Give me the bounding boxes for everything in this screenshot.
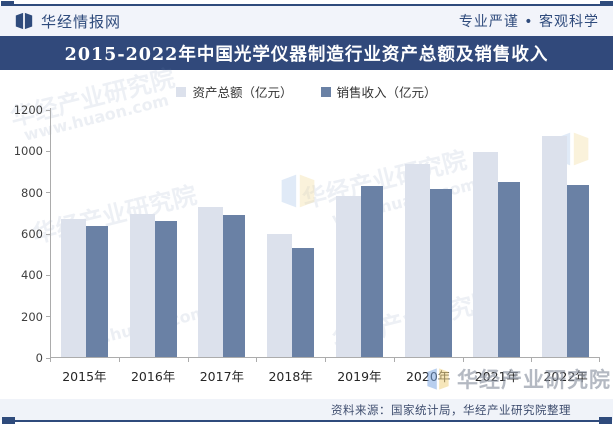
bar-group-2019年 [325,109,394,357]
frame-corner-top-left [1,1,14,8]
bar-group-2021年 [463,109,532,357]
bar-assets-2018年 [267,233,293,357]
bar-revenue-2015年 [85,226,108,357]
bar-assets-2016年 [129,213,155,357]
page-title: 2015-2022年中国光学仪器制造行业资产总额及销售收入 [64,44,549,65]
bar-revenue-2016年 [154,220,177,357]
huajing-logo-icon [15,12,33,30]
x-axis-tick [256,358,258,362]
legend-item-0: 资产总额（亿元） [176,82,293,101]
y-axis-tick [46,357,50,359]
legend-label: 资产总额（亿元） [192,85,293,100]
x-axis-tick [325,358,326,362]
frame-line-bottom [6,420,607,422]
legend-item-1: 销售收入（亿元） [320,82,437,101]
y-axis [50,108,51,358]
header-bar: 华经情报网 专业严谨 • 客观科学 [0,6,613,36]
legend-swatch-icon [176,86,187,97]
title-banner: 2015-2022年中国光学仪器制造行业资产总额及销售收入 [0,36,613,70]
bar-group-2022年 [531,109,600,357]
y-axis-tick [46,233,50,235]
bar-group-2015年 [50,109,119,357]
x-axis-tick [50,358,51,362]
x-axis-label-2017年: 2017年 [199,369,245,384]
y-axis-tick [46,150,50,152]
x-axis-label-2021年: 2021年 [474,369,520,384]
frame-line-top [6,4,607,6]
bar-revenue-2019年 [360,185,383,357]
x-axis-label-2022年: 2022年 [543,369,588,384]
y-axis-label: 600 [21,227,43,241]
data-source: 资料来源：国家统计局，华经产业研究院整理 [331,402,571,417]
x-axis-tick [393,358,395,362]
y-axis-label: 200 [21,309,43,324]
frame-corner-bottom-left [2,417,15,424]
frame-corner-top-right [600,1,613,8]
header-tagline: 专业严谨 • 客观科学 [458,14,599,30]
x-axis-tick [187,358,189,362]
bar-assets-2020年 [404,163,430,357]
bar-revenue-2018年 [292,247,315,357]
bar-revenue-2021年 [498,181,521,357]
y-axis-tick [46,109,50,111]
plot-area: 0 200 400 600 800 1000 1200 2015年 2016年 2017年 2018… [14,103,600,384]
y-axis-label: 1200 [13,103,43,117]
bar-assets-2022年 [542,136,568,357]
x-axis-label-2018年: 2018年 [268,369,313,384]
legend-swatch-icon [320,86,331,97]
legend-label: 销售收入（亿元） [336,85,437,100]
x-axis-label-2016年: 2016年 [130,369,176,384]
y-axis-tick [46,274,50,276]
y-axis-label: 400 [21,268,43,283]
x-axis [50,357,600,358]
bar-revenue-2017年 [223,215,246,357]
x-axis-tick [462,358,464,362]
brand: 华经情报网 [14,11,121,32]
x-axis-tick [531,358,533,362]
bar-assets-2019年 [335,195,361,357]
y-axis-tick [46,316,50,318]
x-axis-label-2015年: 2015年 [62,369,107,384]
y-axis-label: 800 [21,185,43,200]
x-axis-label-2019年: 2019年 [337,369,382,384]
bar-assets-2015年 [60,218,86,357]
source-bar: 资料来源：国家统计局，华经产业研究院整理 [0,399,613,420]
bar-group-2016年 [119,109,188,357]
bar-group-2020年 [394,109,463,357]
bar-assets-2021年 [473,152,499,357]
bar-revenue-2020年 [429,189,452,357]
bar-revenue-2022年 [567,184,590,357]
chart-legend: 资产总额（亿元） 销售收入（亿元） [0,82,613,101]
y-axis-label: 0 [35,351,43,365]
y-axis-tick [46,192,50,194]
frame-corner-bottom-right [599,417,612,424]
x-axis-tick [599,358,600,362]
bar-group-2018年 [256,109,325,357]
y-axis-label: 1000 [13,144,43,159]
bar-group-2017年 [188,109,257,357]
bar-assets-2017年 [198,206,224,357]
brand-name: 华经情报网 [41,12,122,31]
x-axis-tick [118,358,120,362]
x-axis-label-2020年: 2020年 [405,369,451,384]
